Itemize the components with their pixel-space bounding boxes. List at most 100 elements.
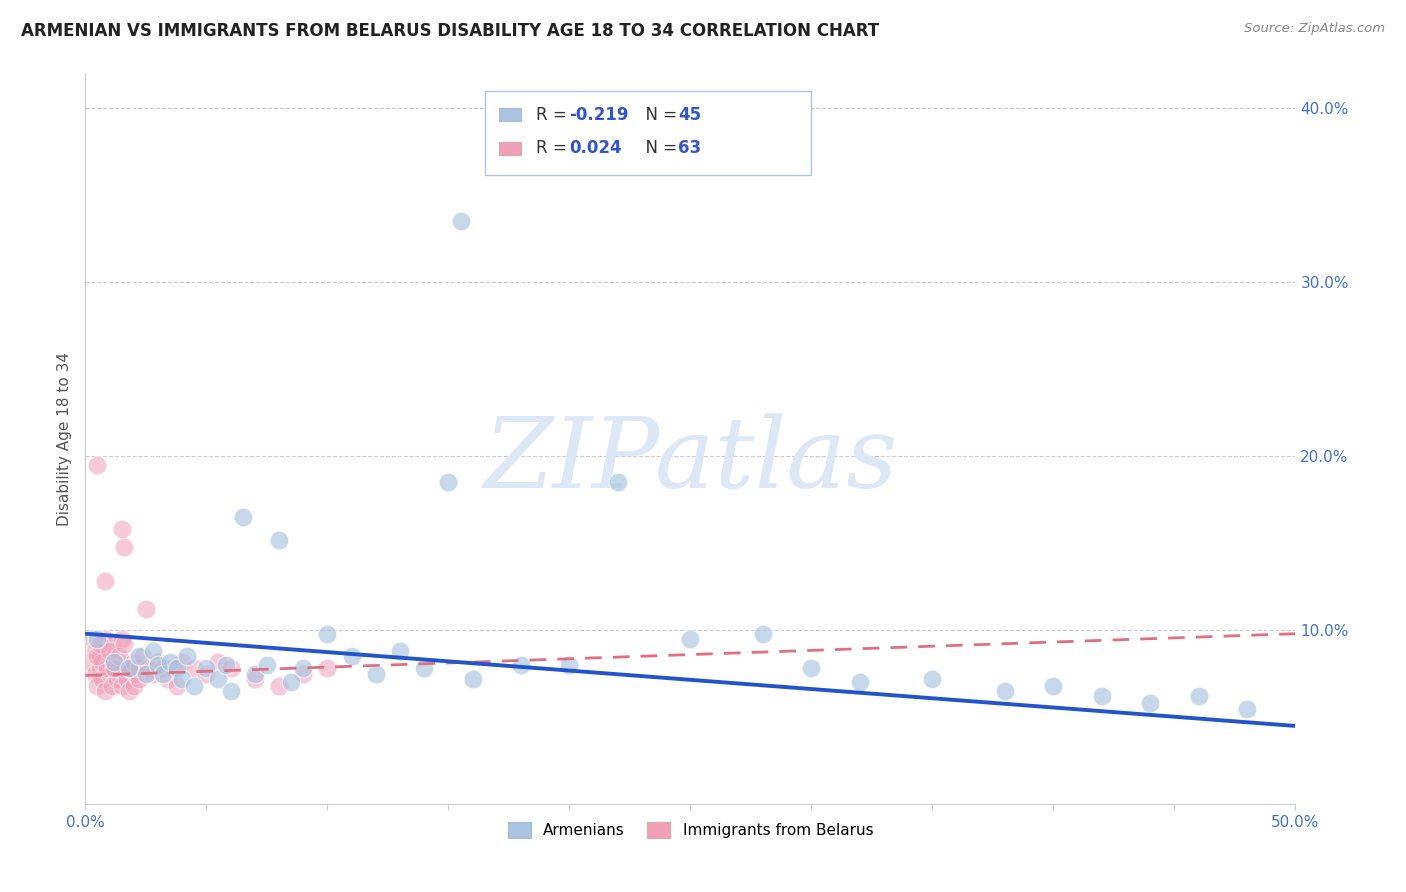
Point xyxy=(450,214,472,228)
Point xyxy=(849,675,872,690)
Point xyxy=(292,661,315,675)
Point xyxy=(921,672,943,686)
Point xyxy=(166,679,188,693)
Point xyxy=(413,661,436,675)
Point xyxy=(98,649,121,664)
Point xyxy=(120,661,142,675)
Point xyxy=(461,672,484,686)
Text: ARMENIAN VS IMMIGRANTS FROM BELARUS DISABILITY AGE 18 TO 34 CORRELATION CHART: ARMENIAN VS IMMIGRANTS FROM BELARUS DISA… xyxy=(21,22,879,40)
Point xyxy=(1139,696,1161,710)
Point xyxy=(1091,690,1114,704)
Text: 45: 45 xyxy=(678,105,702,124)
Point xyxy=(340,649,363,664)
Point xyxy=(172,655,194,669)
Point xyxy=(84,666,107,681)
Point xyxy=(159,655,181,669)
Point xyxy=(172,672,194,686)
Point xyxy=(316,661,339,675)
Legend: Armenians, Immigrants from Belarus: Armenians, Immigrants from Belarus xyxy=(502,816,879,844)
Text: R =: R = xyxy=(536,139,571,157)
Point xyxy=(183,679,205,693)
Point xyxy=(166,661,188,675)
Point xyxy=(82,632,104,646)
Point xyxy=(86,458,108,472)
Point xyxy=(118,661,141,675)
Point xyxy=(195,661,218,675)
Point xyxy=(111,522,134,536)
Point xyxy=(195,666,218,681)
Point xyxy=(142,644,165,658)
Point xyxy=(364,666,387,681)
Point xyxy=(128,672,150,686)
Point xyxy=(243,666,266,681)
Point xyxy=(219,684,242,698)
Point xyxy=(103,661,125,675)
Point xyxy=(176,649,198,664)
Point xyxy=(118,684,141,698)
Point xyxy=(800,661,823,675)
Point xyxy=(162,661,184,675)
Text: Source: ZipAtlas.com: Source: ZipAtlas.com xyxy=(1244,22,1385,36)
Point xyxy=(146,655,169,669)
Point xyxy=(207,672,229,686)
Point xyxy=(115,672,138,686)
Point xyxy=(93,574,115,589)
Point xyxy=(111,679,134,693)
Point xyxy=(1042,679,1064,693)
Point xyxy=(128,649,150,664)
Text: ZIPatlas: ZIPatlas xyxy=(484,413,897,508)
Point xyxy=(156,672,179,686)
Text: N =: N = xyxy=(634,139,682,157)
Point xyxy=(437,475,460,490)
Point xyxy=(84,644,107,658)
Point xyxy=(122,655,145,669)
Point xyxy=(108,666,131,681)
Point xyxy=(183,661,205,675)
Point xyxy=(86,632,108,646)
Point xyxy=(292,666,315,681)
Point xyxy=(128,661,150,675)
Point xyxy=(112,661,135,675)
Point xyxy=(1188,690,1211,704)
Point xyxy=(152,666,174,681)
Point xyxy=(122,679,145,693)
Point xyxy=(510,658,533,673)
Point xyxy=(118,661,141,675)
Point xyxy=(388,644,411,658)
Point xyxy=(232,510,254,524)
Point xyxy=(215,658,238,673)
Point xyxy=(280,675,302,690)
Point xyxy=(256,658,278,673)
Point xyxy=(219,661,242,675)
Point xyxy=(96,661,118,675)
Point xyxy=(112,637,135,651)
Text: R =: R = xyxy=(536,105,571,124)
Point xyxy=(89,649,111,664)
FancyBboxPatch shape xyxy=(485,91,811,176)
Point xyxy=(98,666,121,681)
Point xyxy=(243,672,266,686)
Point xyxy=(152,661,174,675)
Point xyxy=(111,632,134,646)
Point xyxy=(103,661,125,675)
Point xyxy=(207,655,229,669)
Point xyxy=(101,637,124,651)
Point xyxy=(1236,701,1258,715)
Point xyxy=(108,655,131,669)
Point xyxy=(101,679,124,693)
Point xyxy=(135,666,157,681)
Point xyxy=(93,684,115,698)
Text: 63: 63 xyxy=(678,139,702,157)
Point xyxy=(142,666,165,681)
Point xyxy=(96,661,118,675)
FancyBboxPatch shape xyxy=(499,108,522,121)
Point xyxy=(86,679,108,693)
Point xyxy=(89,637,111,651)
Point xyxy=(91,672,114,686)
Point xyxy=(89,661,111,675)
Text: -0.219: -0.219 xyxy=(569,105,628,124)
Point xyxy=(752,626,775,640)
Point xyxy=(93,632,115,646)
Point xyxy=(267,533,290,547)
Point xyxy=(679,632,702,646)
